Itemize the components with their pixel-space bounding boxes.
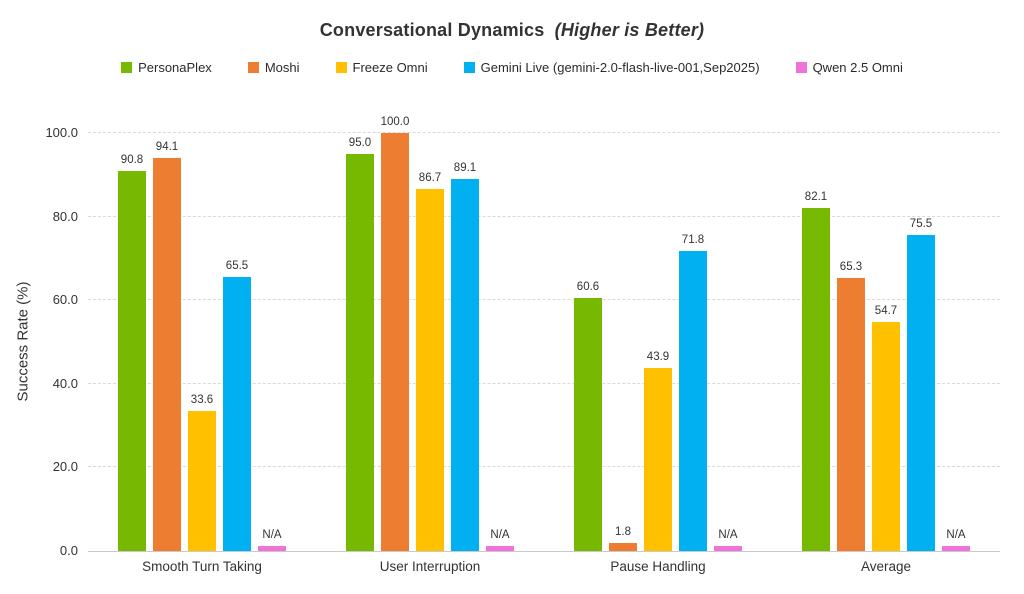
legend-label: Moshi	[264, 60, 300, 75]
bar-value-label: 60.6	[576, 280, 600, 293]
bar-personaplex-user-interruption	[346, 153, 374, 551]
y-tick-80: 80.0	[52, 208, 78, 224]
bar-freeze-pause-handling	[644, 367, 672, 551]
plot-area: 90.8 94.1 33.6 65.5 N/A 95.0 100.0 86.7 89.1 N/A 6…	[88, 116, 1000, 552]
gridline-20	[88, 466, 1000, 468]
chart-title-main: Conversational Dynamics	[319, 20, 545, 40]
bar-value-label: 100.0	[380, 116, 410, 128]
bar-moshi-pause-handling	[609, 543, 637, 551]
bar-value-label: 33.6	[190, 393, 214, 406]
legend-item-personaplex: PersonaPlex	[121, 60, 212, 75]
y-tick-20: 20.0	[52, 459, 78, 475]
bar-freeze-average	[872, 322, 900, 551]
bar-value-label: 95.0	[348, 136, 372, 149]
x-category-user-interruption: User Interruption	[379, 559, 481, 574]
bar-value-label: N/A	[262, 529, 282, 541]
bar-personaplex-average	[802, 207, 830, 551]
legend-label: Gemini Live (gemini-2.0-flash-live-001,S…	[480, 60, 760, 75]
bar-qwen-average	[942, 546, 970, 551]
gridline-60	[88, 299, 1000, 301]
bar-value-label: 65.5	[225, 260, 249, 273]
gridline-80	[88, 215, 1000, 217]
chart-title-emphasis: (Higher is Better)	[554, 20, 705, 40]
bar-gemini-pause-handling	[679, 250, 707, 551]
bar-qwen-user-interruption	[486, 546, 514, 551]
bar-personaplex-smooth-turn-taking	[118, 171, 146, 551]
y-tick-0: 0.0	[59, 543, 78, 558]
bar-personaplex-pause-handling	[574, 297, 602, 551]
legend: PersonaPlex Moshi Freeze Omni Gemini Live (…	[0, 60, 1024, 75]
bar-value-label: N/A	[490, 529, 510, 541]
legend-swatch-icon	[795, 62, 807, 73]
bar-value-label: 1.8	[615, 526, 631, 539]
bar-moshi-average	[837, 278, 865, 551]
bar-value-label: 82.1	[804, 190, 828, 203]
bar-value-label: 54.7	[874, 305, 898, 318]
bar-value-label: 75.5	[909, 218, 933, 231]
bar-value-label: 43.9	[646, 350, 670, 363]
legend-item-moshi: Moshi	[247, 60, 300, 75]
x-category-smooth-turn-taking: Smooth Turn Taking	[142, 559, 262, 574]
bar-value-label: 65.3	[839, 261, 863, 274]
bar-qwen-pause-handling	[714, 546, 742, 551]
chart-title: Conversational Dynamics (Higher is Bette…	[0, 20, 1024, 41]
bar-value-label: N/A	[946, 529, 966, 541]
y-tick-40: 40.0	[52, 375, 78, 391]
bar-gemini-user-interruption	[451, 178, 479, 551]
legend-swatch-icon	[121, 62, 133, 73]
x-axis-line	[88, 551, 1000, 552]
bar-moshi-user-interruption	[381, 133, 409, 551]
bar-freeze-user-interruption	[416, 188, 444, 551]
legend-label: Freeze Omni	[352, 60, 428, 75]
bar-moshi-smooth-turn-taking	[153, 157, 181, 551]
bar-value-label: N/A	[718, 529, 738, 541]
legend-swatch-icon	[247, 62, 259, 73]
legend-item-freeze: Freeze Omni	[335, 60, 428, 75]
legend-swatch-icon	[335, 62, 347, 73]
x-category-average: Average	[860, 559, 912, 574]
bar-value-label: 90.8	[120, 154, 144, 167]
y-tick-60: 60.0	[52, 292, 78, 308]
legend-item-gemini: Gemini Live (gemini-2.0-flash-live-001,S…	[463, 60, 760, 75]
y-axis-title: Success Rate (%)	[14, 281, 32, 402]
bar-value-label: 71.8	[681, 233, 705, 246]
bar-value-label: 86.7	[418, 171, 442, 184]
bar-value-label: 94.1	[155, 140, 179, 153]
gridline-100	[88, 132, 1000, 133]
bar-value-label: 89.1	[453, 161, 477, 174]
legend-item-qwen: Qwen 2.5 Omni	[795, 60, 903, 75]
legend-label: Qwen 2.5 Omni	[812, 60, 903, 75]
bar-gemini-smooth-turn-taking	[223, 277, 251, 551]
gridline-40	[88, 382, 1000, 384]
x-category-pause-handling: Pause Handling	[610, 559, 706, 574]
legend-swatch-icon	[463, 62, 475, 73]
bar-gemini-average	[907, 235, 935, 551]
y-tick-100: 100.0	[45, 125, 78, 140]
bar-freeze-smooth-turn-taking	[188, 410, 216, 551]
bar-qwen-smooth-turn-taking	[258, 546, 286, 551]
legend-label: PersonaPlex	[138, 60, 212, 75]
